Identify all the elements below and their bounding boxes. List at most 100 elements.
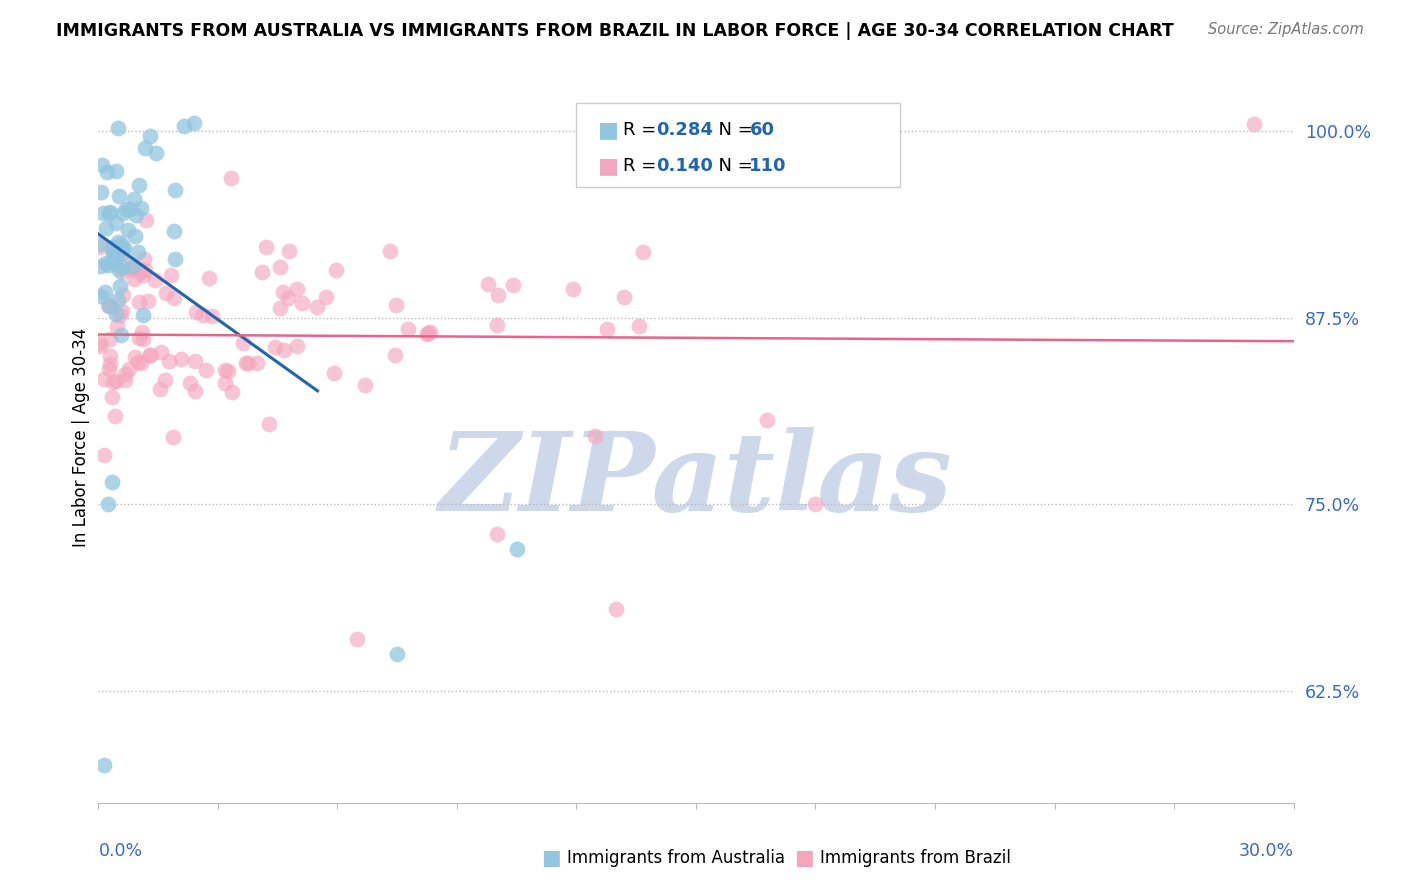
Point <box>221 384 243 399</box>
Point <box>139 348 162 362</box>
Point <box>107 293 129 308</box>
Point <box>114 372 136 386</box>
Point <box>277 291 299 305</box>
Point <box>111 265 134 279</box>
Point <box>194 363 217 377</box>
Point <box>111 304 134 318</box>
Point <box>506 542 529 557</box>
Point <box>135 212 157 227</box>
Point <box>108 263 131 277</box>
Text: 0.0%: 0.0% <box>98 842 142 860</box>
Point <box>139 348 162 362</box>
Point <box>104 252 127 267</box>
Point <box>214 363 236 377</box>
Point <box>127 355 149 369</box>
Point <box>219 170 242 185</box>
Point <box>89 335 111 350</box>
Point <box>131 308 153 322</box>
Point <box>396 322 419 336</box>
Point <box>124 350 146 364</box>
Point <box>163 224 186 238</box>
Point <box>101 475 124 489</box>
Point <box>121 261 143 276</box>
Point <box>325 263 347 277</box>
Point <box>139 129 162 144</box>
Point <box>98 350 121 364</box>
Point <box>596 321 619 335</box>
Point <box>354 378 377 392</box>
Point <box>183 116 205 130</box>
Point <box>121 262 143 277</box>
Point <box>107 235 129 249</box>
Point <box>131 201 153 215</box>
Point <box>323 366 346 380</box>
Point <box>89 236 111 251</box>
Point <box>110 237 132 252</box>
Point <box>101 240 124 254</box>
Point <box>132 252 155 266</box>
Point <box>101 375 124 389</box>
Point <box>170 352 193 367</box>
Point <box>385 298 408 312</box>
Text: R =: R = <box>623 120 662 139</box>
Point <box>561 282 583 296</box>
Text: Immigrants from Australia: Immigrants from Australia <box>567 849 785 867</box>
Point <box>183 384 205 398</box>
Point <box>385 647 409 661</box>
Point <box>117 223 139 237</box>
Point <box>191 309 214 323</box>
Point <box>100 357 122 371</box>
Point <box>121 259 143 273</box>
Text: ■: ■ <box>598 120 619 140</box>
Point <box>756 413 779 427</box>
Point <box>214 376 236 390</box>
Point <box>98 362 121 376</box>
Point <box>96 165 118 179</box>
Point <box>132 268 155 282</box>
Point <box>236 356 259 370</box>
Point <box>120 202 142 216</box>
Point <box>254 240 277 254</box>
Point <box>418 325 440 339</box>
Text: Immigrants from Brazil: Immigrants from Brazil <box>820 849 1011 867</box>
Point <box>485 527 508 541</box>
Point <box>97 298 120 312</box>
Point <box>118 362 141 376</box>
Point <box>90 289 112 303</box>
Point <box>100 205 122 219</box>
Point <box>98 333 121 347</box>
Point <box>502 278 524 293</box>
Point <box>477 277 499 292</box>
Point <box>269 260 291 274</box>
Text: 30.0%: 30.0% <box>1239 842 1294 860</box>
Point <box>132 332 155 346</box>
Point <box>97 258 120 272</box>
Point <box>307 300 329 314</box>
Point <box>94 220 117 235</box>
Point <box>124 272 146 286</box>
Point <box>104 216 127 230</box>
Point <box>97 205 120 219</box>
Point <box>128 331 150 345</box>
Text: 0.284: 0.284 <box>657 120 714 139</box>
Point <box>285 339 308 353</box>
Text: ZIPatlas: ZIPatlas <box>439 427 953 534</box>
Point <box>145 145 167 160</box>
Point <box>157 354 180 368</box>
Text: ■: ■ <box>598 156 619 177</box>
Point <box>143 273 166 287</box>
Point <box>631 245 654 260</box>
Point <box>90 158 112 172</box>
Point <box>105 307 128 321</box>
Point <box>153 373 176 387</box>
Point <box>129 265 152 279</box>
Point <box>112 241 135 255</box>
Point <box>124 228 146 243</box>
Point <box>103 256 125 270</box>
Point <box>138 294 160 309</box>
Point <box>107 120 129 135</box>
Point <box>89 240 111 254</box>
Point <box>159 268 181 283</box>
Point <box>101 241 124 255</box>
Text: 60: 60 <box>749 120 775 139</box>
